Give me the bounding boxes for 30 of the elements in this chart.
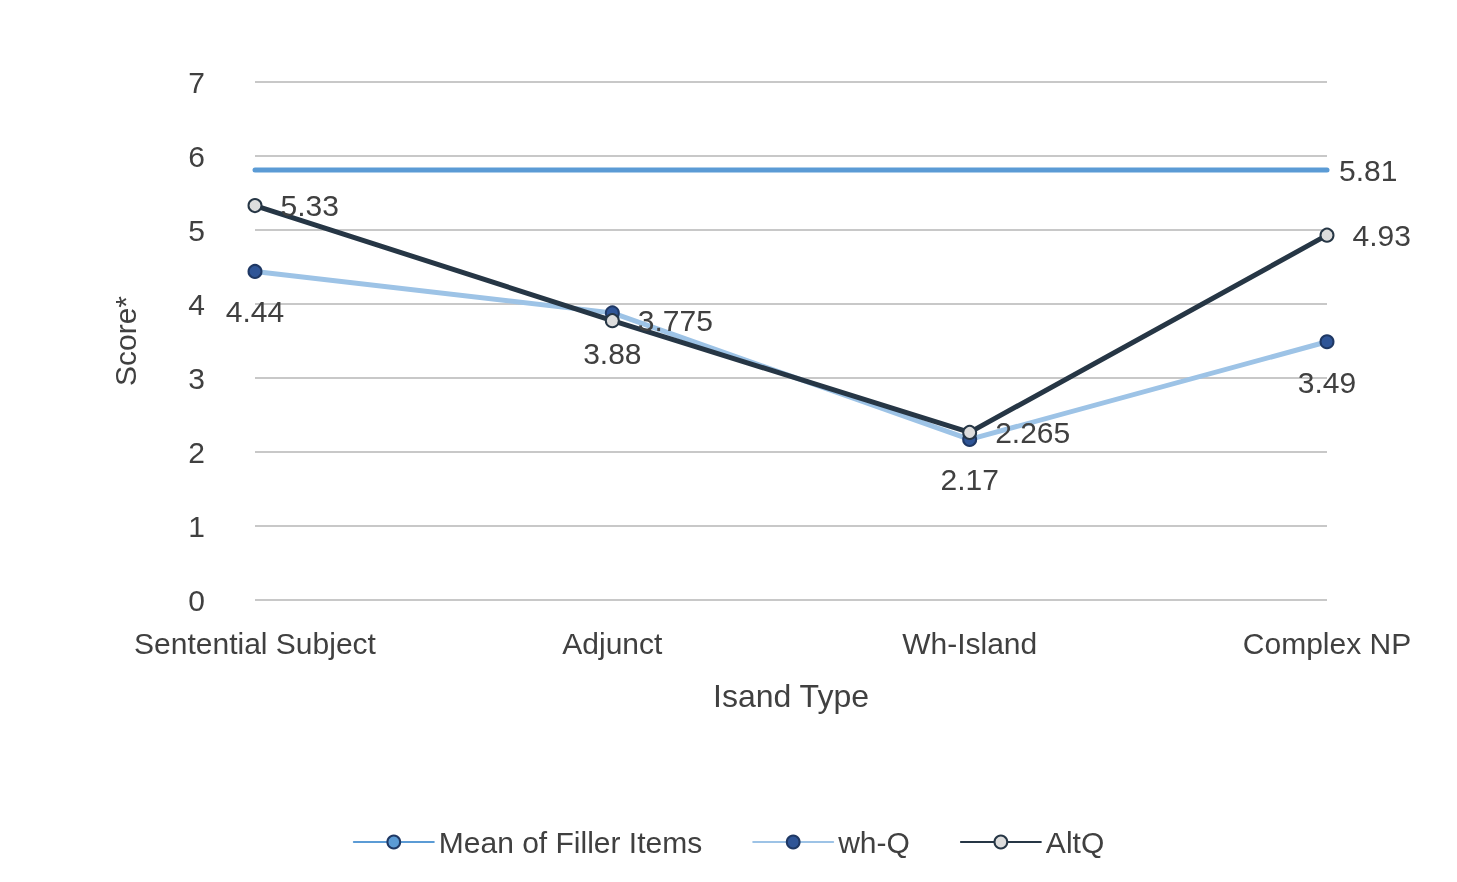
point <box>604 313 620 329</box>
y-axis-title: Score* <box>108 295 142 387</box>
y-tick-label: 2 <box>188 435 205 469</box>
data-label: 4.93 <box>1352 218 1411 252</box>
legend-label: wh-Q <box>837 825 910 859</box>
x-tick-label: Adjunct <box>562 626 664 660</box>
x-tick-label: Complex NP <box>1242 626 1412 660</box>
y-tick-label: 1 <box>188 509 205 543</box>
x-axis-title: Isand Type <box>713 678 869 714</box>
data-label: 5.33 <box>280 189 339 223</box>
y-tick-label: 3 <box>188 361 205 395</box>
legend-label: Mean of Filler Items <box>438 825 703 859</box>
y-tick-label: 6 <box>188 139 205 173</box>
data-label: 3.775 <box>637 304 713 338</box>
point <box>1319 227 1335 243</box>
y-tick-label: 5 <box>188 213 205 247</box>
data-label: 4.44 <box>225 295 285 329</box>
y-tick-label: 4 <box>188 287 205 321</box>
y-tick-label: 0 <box>188 583 205 617</box>
data-label: 2.17 <box>940 463 999 497</box>
data-label: 5.81 <box>1339 153 1398 187</box>
legend-label: AltQ <box>1045 825 1105 859</box>
y-tick-label: 7 <box>188 65 205 99</box>
point <box>962 424 978 440</box>
x-tick-label: Wh-Island <box>902 626 1038 660</box>
data-label: 3.49 <box>1297 365 1357 399</box>
x-tick-label: Sentential Subject <box>134 626 377 660</box>
data-label: 3.88 <box>583 336 642 370</box>
data-label: 2.265 <box>995 415 1071 449</box>
point <box>247 198 263 214</box>
